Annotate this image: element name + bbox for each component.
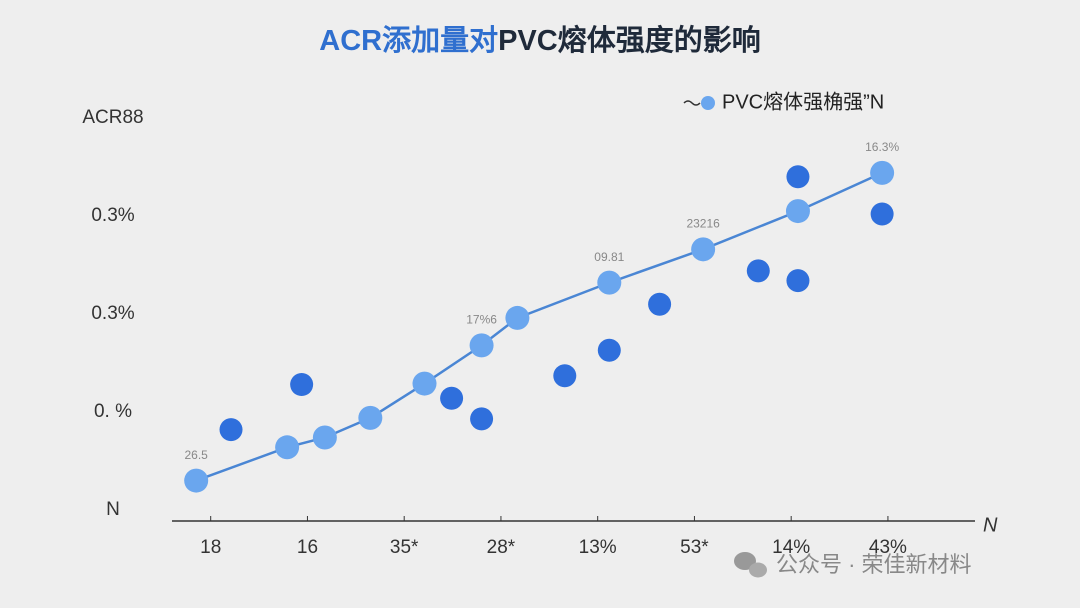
- point: [470, 407, 494, 431]
- point: [505, 305, 530, 330]
- annotation: 26.5: [185, 448, 209, 462]
- watermark-icon: [749, 562, 767, 578]
- y-tick-label: 0. %: [94, 401, 132, 422]
- title-part: ACR添加量对: [319, 24, 498, 57]
- x-axis-label: N: [983, 514, 998, 536]
- point: [597, 338, 621, 362]
- legend-label: PVC熔体强桷强”N: [722, 90, 884, 113]
- point: [358, 405, 383, 430]
- watermark: 公众号 · 荣佳新材料: [734, 552, 972, 578]
- x-tick-label: 18: [200, 537, 221, 558]
- annotation: 16.3%: [865, 140, 899, 154]
- x-tick-label: 53*: [680, 537, 709, 558]
- x-tick-label: 13%: [579, 537, 617, 558]
- point: [746, 259, 770, 283]
- point: [785, 199, 810, 224]
- annotation: 09.81: [594, 250, 624, 264]
- point: [597, 270, 622, 295]
- x-tick-label: 43%: [869, 537, 907, 558]
- y-tick-label: ACR88: [82, 107, 143, 128]
- legend-line: [683, 100, 701, 106]
- point: [440, 386, 464, 410]
- point: [691, 237, 716, 262]
- y-tick-label: 0.3%: [91, 205, 134, 226]
- watermark-text: 公众号 · 荣佳新材料: [776, 552, 972, 577]
- x-tick-label: 14%: [772, 537, 810, 558]
- point: [786, 269, 810, 293]
- x-tick-label: 35*: [390, 537, 419, 558]
- chart-title: ACR添加量对PVC熔体强度的影响: [319, 23, 760, 57]
- x-tick-label: 28*: [487, 537, 516, 558]
- point: [412, 371, 437, 396]
- y-tick-label: N: [106, 499, 120, 520]
- point: [312, 425, 337, 450]
- x-tick-label: 16: [297, 537, 318, 558]
- point: [870, 160, 895, 185]
- y-tick-label: 0.3%: [91, 303, 134, 324]
- series-line: [195, 171, 883, 482]
- legend-marker: [701, 96, 715, 110]
- point: [553, 364, 577, 388]
- point: [469, 333, 494, 358]
- point: [786, 165, 810, 189]
- point: [219, 418, 243, 442]
- watermark-icon: [734, 552, 756, 570]
- title-part: PVC熔体强度的影响: [498, 23, 761, 57]
- point: [290, 373, 314, 397]
- point: [275, 435, 300, 460]
- annotation: 17%6: [466, 313, 497, 327]
- point: [648, 292, 672, 316]
- annotation: 23216: [686, 216, 720, 230]
- point: [870, 202, 894, 226]
- point: [184, 468, 209, 493]
